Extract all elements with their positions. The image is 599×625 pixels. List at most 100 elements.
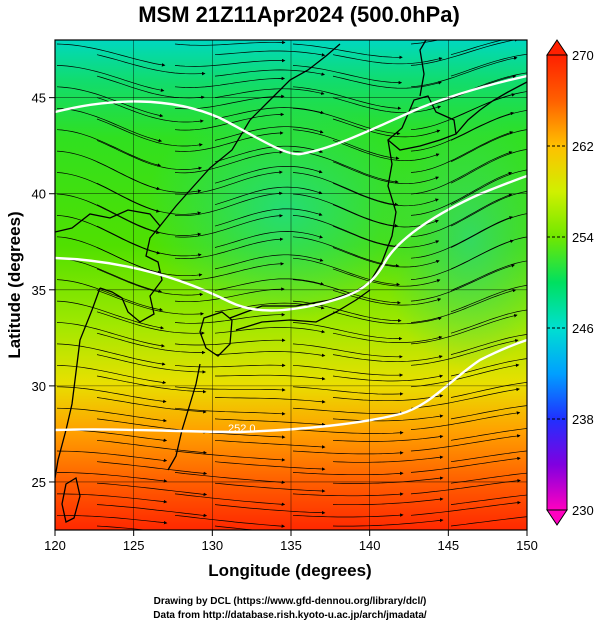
coastline-korea-china [55,209,163,323]
streamline [214,186,323,206]
streamline [174,493,286,507]
streamline [57,493,168,504]
streamline [96,204,202,237]
streamline [214,88,325,98]
streamline [332,414,444,422]
streamline [56,407,167,423]
streamline [96,97,204,123]
x-axis-label: Longitude (degrees) [208,561,371,580]
streamline [96,161,202,193]
streamline [450,110,527,141]
streamline [450,169,527,206]
streamline [96,375,207,394]
streamline [410,131,514,173]
streamline [56,472,168,483]
streamline [332,118,441,138]
x-tick-label: 150 [516,538,538,553]
contours [55,74,527,434]
streamline [56,193,160,234]
streamline [292,513,404,518]
coastline-hokkaido [386,95,457,151]
streamline [410,56,518,88]
streamline [410,363,520,388]
streamline [410,151,513,195]
colorbar-tick-label: 270 [572,48,594,63]
x-axis-ticks: 120 125 130 135 140 145 150 [44,530,538,553]
streamline [332,54,443,65]
x-tick-label: 145 [437,538,459,553]
contour-middle [55,174,527,312]
streamline [292,236,400,268]
streamline [214,504,326,515]
streamline [96,332,206,355]
streamline [56,215,161,255]
streamline [214,418,326,427]
streamline [56,300,164,330]
streamline [56,386,167,404]
streamline [214,397,326,404]
streamline [96,504,208,518]
streamline [96,439,207,455]
colorbar: 270 262 254 246 238 230 [546,39,594,526]
colorbar-tick-label: 246 [572,321,594,336]
streamline [56,322,165,348]
streamline [450,450,527,463]
streamline [96,118,203,147]
streamline [56,257,162,293]
streamline [292,215,399,248]
streamline [450,260,527,291]
streamline [214,107,325,120]
colorbar-scale [546,54,568,511]
x-tick-label: 130 [201,538,223,553]
streamline [450,405,527,420]
streamline [332,394,444,402]
coastlines [55,40,527,523]
streamline [56,343,166,366]
streamline [332,247,440,268]
streamline [410,434,521,452]
coastline-kyushu [199,311,233,357]
plot-area: 252.0 [55,40,527,530]
streamline [174,262,285,281]
streamline [450,334,527,355]
streamline [332,374,444,382]
streamline [332,182,439,207]
coastline-honshu-south [235,289,371,331]
streamline [332,75,442,89]
streamline [292,450,404,455]
x-tick-label: 135 [280,538,302,553]
streamline [56,107,163,143]
streamline [450,284,527,313]
y-axis-ticks: 25 30 35 40 45 [32,91,55,490]
streamline [292,322,403,341]
colorbar-tick-label: 254 [572,230,594,245]
streamline [174,514,286,528]
streamline [292,407,404,415]
streamline [56,172,160,213]
colorbar-bottom-arrow [546,509,568,526]
coastline-kuril [455,81,527,135]
streamline [410,288,517,323]
streamline [410,40,440,45]
y-tick-label: 35 [32,283,46,298]
streamline [292,364,404,377]
chart-title: MSM 21Z11Apr2024 (500.0hPa) [138,2,460,27]
streamline [410,456,521,473]
streamline [174,214,283,238]
streamline [292,129,400,160]
streamline [292,172,399,207]
streamline [56,450,168,463]
streamline [332,354,443,363]
streamline [410,111,515,152]
streamline [56,43,166,67]
y-tick-label: 45 [32,91,46,106]
streamline [450,428,527,441]
streamline [214,50,326,57]
streamline [332,161,440,185]
streamline [174,40,286,46]
streamline [410,193,513,238]
streamline [214,439,326,449]
streamline [214,145,324,163]
streamline [174,150,284,174]
